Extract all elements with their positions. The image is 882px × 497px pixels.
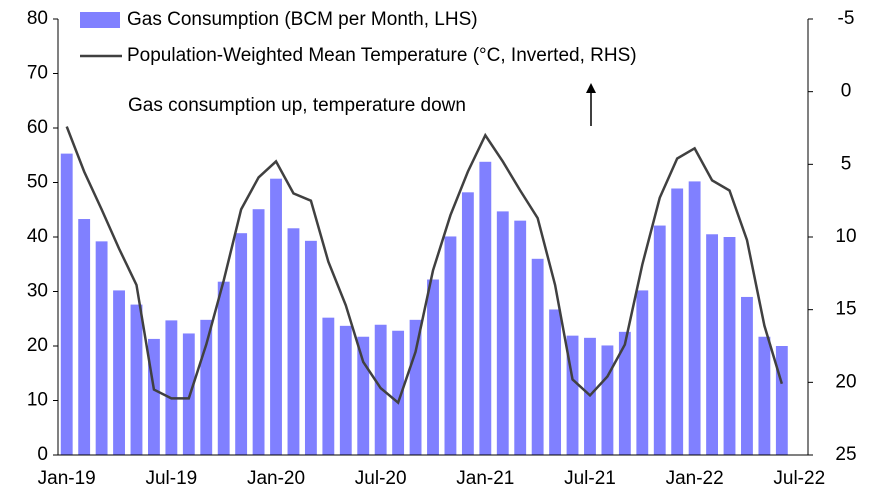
bar <box>217 281 230 455</box>
bar <box>322 317 335 455</box>
x-tick-label: Jan-19 <box>38 468 96 489</box>
x-tick-label: Jan-21 <box>456 468 514 489</box>
y2-tick-label: 0 <box>841 81 852 102</box>
bar <box>514 220 527 455</box>
bar <box>235 233 248 455</box>
bar <box>479 161 492 456</box>
bar <box>304 240 317 455</box>
bar <box>653 225 666 455</box>
x-tick-label: Jan-20 <box>247 468 305 489</box>
bar <box>95 241 108 455</box>
bar <box>374 324 387 455</box>
bar <box>461 192 474 455</box>
x-tick-label: Jul-22 <box>773 468 825 489</box>
bar <box>287 228 300 455</box>
bar <box>78 219 91 455</box>
bar <box>339 325 352 455</box>
annotation-arrowhead <box>586 83 596 93</box>
bar <box>566 335 579 455</box>
bar <box>392 330 405 455</box>
x-tick-label: Jul-19 <box>145 468 197 489</box>
y-tick-label: 0 <box>37 444 48 465</box>
bar <box>357 336 370 455</box>
x-tick-label: Jan-22 <box>666 468 724 489</box>
bar <box>444 236 457 455</box>
legend-label: Population-Weighted Mean Temperature (°C… <box>127 45 637 66</box>
bar <box>130 304 143 455</box>
bar <box>496 211 509 455</box>
y-tick-label: 80 <box>27 8 48 29</box>
bar <box>636 290 649 455</box>
y-tick-label: 10 <box>27 390 48 411</box>
legend-swatch <box>80 12 120 28</box>
y2-tick-label: 25 <box>835 444 856 465</box>
bar <box>270 178 282 455</box>
x-tick-label: Jul-20 <box>355 468 407 489</box>
bar <box>549 309 562 455</box>
y2-tick-label: -5 <box>838 8 855 29</box>
bar <box>618 331 631 455</box>
x-tick-label: Jul-21 <box>564 468 616 489</box>
bar <box>409 319 422 455</box>
bar <box>427 279 439 455</box>
annotation: Gas consumption up, temperature down <box>128 95 466 116</box>
y-tick-label: 30 <box>27 281 48 302</box>
bar <box>601 345 614 455</box>
bar <box>531 258 544 455</box>
y2-tick-label: 10 <box>835 226 856 247</box>
bar <box>741 296 753 455</box>
y-tick-label: 70 <box>27 63 48 84</box>
y-tick-label: 50 <box>27 172 48 193</box>
bar <box>671 188 684 455</box>
bar <box>200 319 213 455</box>
line <box>65 126 784 405</box>
bar <box>706 234 718 455</box>
bar <box>723 237 736 455</box>
y2-tick-label: 5 <box>841 153 852 174</box>
y2-tick-label: 15 <box>835 299 856 320</box>
y-tick-label: 20 <box>27 335 48 356</box>
bar <box>775 346 788 455</box>
bar <box>688 181 701 455</box>
legend-label: Gas Consumption (BCM per Month, LHS) <box>127 9 478 30</box>
bar <box>60 153 73 456</box>
bar <box>165 320 178 455</box>
bar <box>113 290 125 455</box>
y2-tick-label: 20 <box>835 371 856 392</box>
bar <box>182 333 195 455</box>
y-tick-label: 40 <box>27 226 48 247</box>
bar <box>252 209 265 455</box>
bar <box>148 338 160 455</box>
y-tick-label: 60 <box>27 117 48 138</box>
bar <box>758 336 771 455</box>
